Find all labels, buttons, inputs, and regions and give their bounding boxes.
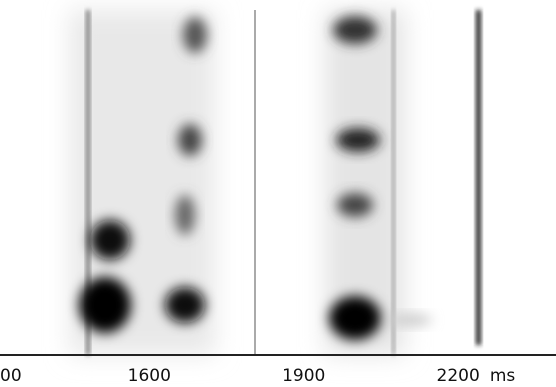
x-tick-label: 1900 bbox=[282, 366, 325, 386]
x-tick-label: 2200 bbox=[437, 366, 480, 386]
x-tick-label: 00 bbox=[0, 366, 22, 386]
x-tick-label: 1600 bbox=[128, 366, 171, 386]
x-axis-unit: ms bbox=[490, 366, 516, 386]
spectrogram-image bbox=[70, 10, 481, 355]
